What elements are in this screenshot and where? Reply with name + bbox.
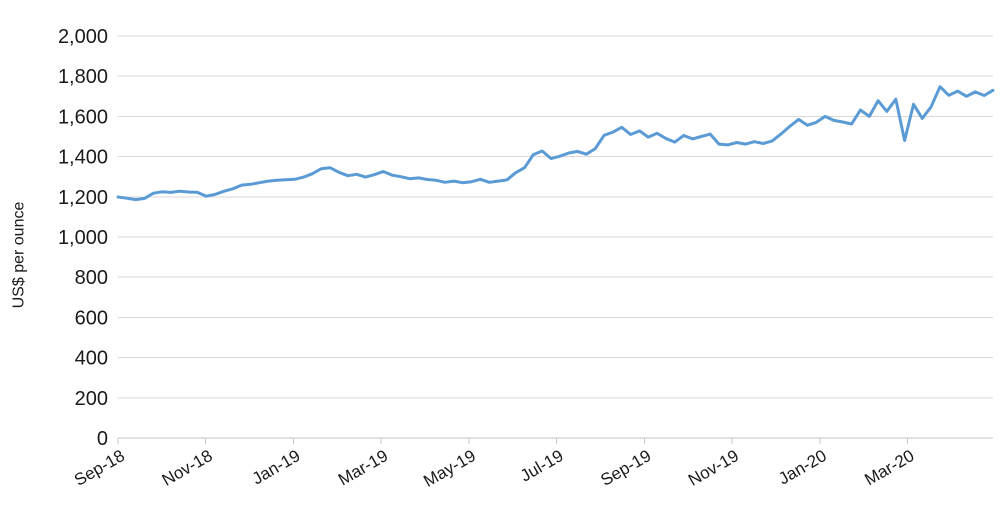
y-tick-label: 200	[75, 388, 108, 410]
x-tick-label: Mar-20	[861, 446, 917, 489]
x-tick-label: Jan-19	[249, 446, 304, 488]
y-tick-label: 1,000	[58, 227, 108, 249]
x-tick-label: Sep-18	[71, 446, 128, 490]
y-tick-label: 1,200	[58, 187, 108, 209]
y-tick-label: 2,000	[58, 26, 108, 48]
x-tick-label: Nov-18	[159, 446, 216, 490]
y-tick-label: 1,400	[58, 147, 108, 169]
price-line	[116, 85, 995, 202]
x-tick-label: Nov-19	[685, 446, 742, 490]
y-tick-label: 1,600	[58, 106, 108, 128]
x-tick-label: Jul-19	[517, 446, 567, 486]
y-tick-label: 600	[75, 307, 108, 329]
y-tick-label: 400	[75, 348, 108, 370]
y-tick-label: 0	[97, 428, 108, 450]
y-tick-label: 800	[75, 267, 108, 289]
x-tick-label: May-19	[420, 446, 479, 491]
x-tick-label: Jan-20	[775, 446, 830, 488]
x-tick-label: Mar-19	[335, 446, 391, 489]
y-tick-label: 1,800	[58, 66, 108, 88]
x-tick-label: Sep-19	[597, 446, 654, 490]
